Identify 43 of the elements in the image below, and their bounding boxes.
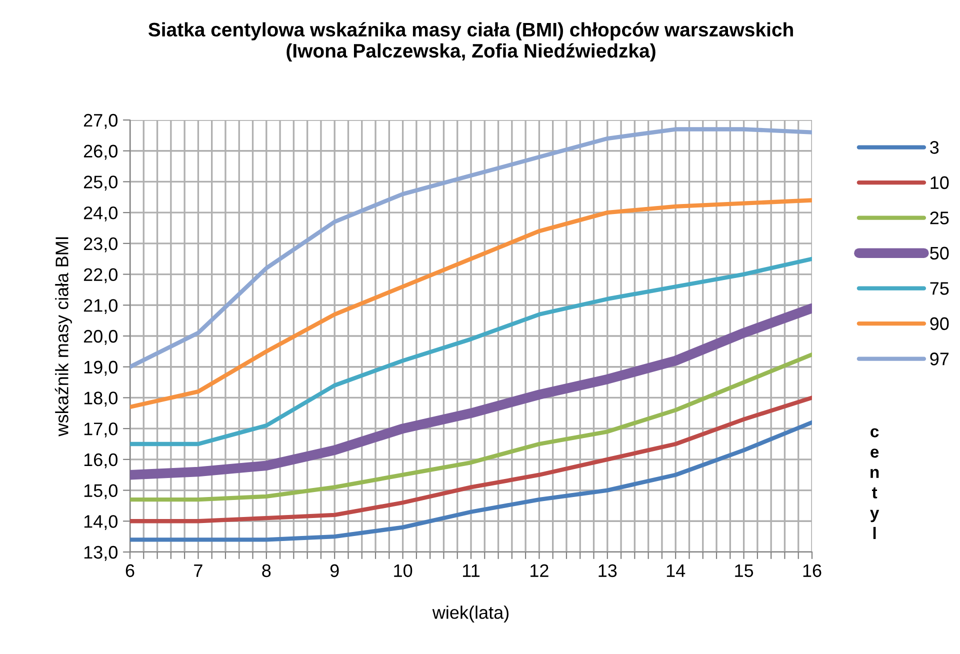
x-axis-title: wiek(lata) bbox=[432, 606, 509, 622]
line-series bbox=[130, 396, 812, 524]
y-tick-label: 18,0 bbox=[84, 392, 118, 407]
x-tick-label: 11 bbox=[463, 564, 480, 577]
y-tick-label: 19,0 bbox=[84, 360, 118, 376]
chart-title: Siatka centylowa wskaźnika masy ciała (BMI) chłopców warszawskich (Iwona Palczewska, Zofia Niedźwiedzka) bbox=[148, 22, 793, 62]
y-tick-label: 20,0 bbox=[84, 330, 118, 345]
x-tick-label: 8 bbox=[262, 564, 271, 578]
x-tick-label: 16 bbox=[803, 564, 822, 578]
y-tick-label: 26,0 bbox=[84, 144, 118, 160]
legend-label: 75 bbox=[930, 282, 949, 295]
line-series bbox=[130, 127, 812, 369]
x-tick-label: 15 bbox=[735, 564, 754, 578]
y-tick-label: 22,0 bbox=[84, 268, 118, 284]
y-tick-label: 13,0 bbox=[84, 546, 118, 561]
y-tick-label: 16,0 bbox=[84, 453, 118, 468]
y-tick-label: 24,0 bbox=[84, 206, 118, 222]
legend-label: 25 bbox=[930, 212, 949, 224]
line-series bbox=[130, 198, 812, 410]
legend-label: 90 bbox=[930, 317, 949, 330]
legend-label: 3 bbox=[930, 141, 939, 154]
x-tick-label: 14 bbox=[666, 564, 686, 577]
line-series bbox=[130, 352, 812, 502]
y-tick-label: 25,0 bbox=[84, 176, 118, 191]
x-tick-label: 9 bbox=[330, 564, 339, 578]
y-tick-label: 17,0 bbox=[84, 422, 118, 438]
y-tick-label: 27,0 bbox=[84, 114, 118, 129]
legend-label: 10 bbox=[930, 176, 949, 190]
y-tick-label: 23,0 bbox=[84, 237, 118, 252]
line-series bbox=[130, 256, 812, 446]
legend-label: 97 bbox=[930, 352, 949, 366]
x-tick-label: 13 bbox=[598, 564, 617, 578]
x-tick-label: 10 bbox=[394, 564, 412, 578]
y-axis-title: wskaźnik masy ciała BMI bbox=[54, 237, 72, 436]
legend-title: centyl bbox=[870, 428, 880, 540]
x-tick-label: 12 bbox=[530, 564, 548, 577]
y-tick-label: 21,0 bbox=[84, 299, 118, 314]
legend-label: 50 bbox=[930, 246, 949, 260]
x-tick-label: 7 bbox=[194, 564, 202, 577]
x-tick-label: 6 bbox=[126, 564, 134, 578]
y-tick-label: 15,0 bbox=[84, 484, 118, 500]
line-series bbox=[130, 420, 812, 542]
y-tick-label: 14,0 bbox=[84, 515, 118, 530]
